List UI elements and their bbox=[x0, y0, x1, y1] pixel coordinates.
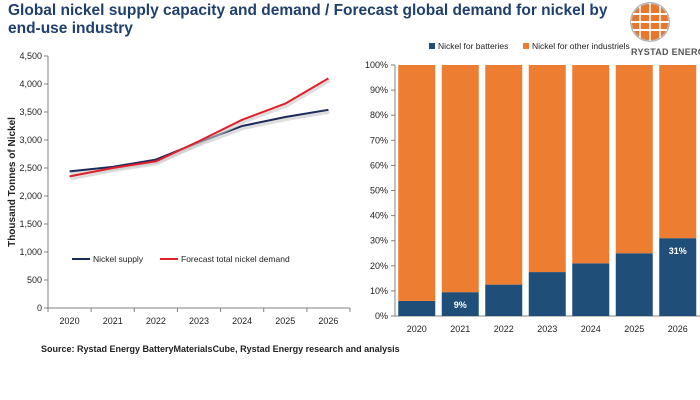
y-tick-label: 4,500 bbox=[19, 51, 42, 61]
x-tick-label: 2025 bbox=[624, 324, 644, 334]
y-tick-label: 500 bbox=[27, 275, 42, 285]
x-tick-label: 2026 bbox=[318, 316, 338, 326]
y-tick-label: 30% bbox=[370, 236, 388, 246]
line-chart: 0 500 1,000 1,500 2,000 2,500 3,000 3,500 4,000 4… bbox=[7, 51, 351, 326]
x-tick-label: 2025 bbox=[275, 316, 295, 326]
y-tick-label: 80% bbox=[370, 110, 388, 120]
y-tick-label: 4,000 bbox=[19, 79, 42, 89]
y-tick-label: 90% bbox=[370, 85, 388, 95]
y-tick-label: 20% bbox=[370, 261, 388, 271]
data-label: 31% bbox=[669, 246, 687, 256]
y-tick-label: 10% bbox=[370, 286, 388, 296]
bar-batteries-2023 bbox=[528, 272, 566, 316]
bar-batteries-2021 bbox=[441, 292, 479, 316]
bar-other-2025 bbox=[615, 65, 653, 254]
bar-other-2024 bbox=[572, 65, 610, 264]
y-tick-label: 1,500 bbox=[19, 219, 42, 229]
y-tick-label: 40% bbox=[370, 211, 388, 221]
source-note: Source: Rystad Energy BatteryMaterialsCu… bbox=[41, 344, 400, 354]
y-tick-label: 100% bbox=[365, 60, 388, 70]
y-axis-title: Thousand Tonnes of Nickel bbox=[7, 117, 18, 247]
x-tick-label: 2024 bbox=[581, 324, 601, 334]
legend-label: Nickel supply bbox=[93, 254, 144, 264]
y-tick-label: 50% bbox=[370, 186, 388, 196]
bar-other-2026 bbox=[659, 65, 697, 239]
bar-batteries-2024 bbox=[572, 263, 610, 316]
bar-batteries-2025 bbox=[615, 253, 653, 316]
series-shadow bbox=[70, 78, 331, 181]
x-tick-label: 2022 bbox=[494, 324, 514, 334]
legend-swatch bbox=[429, 43, 435, 49]
y-tick-label: 70% bbox=[370, 135, 388, 145]
y-tick-label: 60% bbox=[370, 160, 388, 170]
y-tick-label: 0 bbox=[37, 303, 42, 313]
x-tick-label: 2021 bbox=[450, 324, 470, 334]
x-tick-label: 2023 bbox=[189, 316, 209, 326]
logo-text: RYSTAD ENERGY bbox=[631, 47, 700, 57]
data-label: 9% bbox=[454, 300, 467, 310]
y-tick-label: 3,000 bbox=[19, 135, 42, 145]
stacked-bar-chart: 0% 10% 20% 30% 40% 50% 60% 70% 80% 90% 100% 2020 202… bbox=[365, 41, 700, 334]
legend-label: Forecast total nickel demand bbox=[181, 254, 290, 264]
rystad-logo-icon bbox=[630, 2, 670, 42]
legend-label: Nickel for other industriels bbox=[532, 41, 630, 51]
x-tick-label: 2026 bbox=[668, 324, 688, 334]
bar-other-2021 bbox=[441, 65, 479, 293]
y-tick-label: 3,500 bbox=[19, 107, 42, 117]
bar-other-2022 bbox=[485, 65, 523, 285]
x-tick-label: 2023 bbox=[537, 324, 557, 334]
bar-batteries-2020 bbox=[398, 300, 436, 316]
series-line-demand bbox=[69, 77, 329, 178]
bar-batteries-2022 bbox=[485, 284, 523, 316]
page-title: Global nickel supply capacity and demand… bbox=[8, 2, 608, 37]
bar-other-2020 bbox=[398, 65, 436, 301]
x-tick-label: 2020 bbox=[407, 324, 427, 334]
y-tick-label: 2,500 bbox=[19, 163, 42, 173]
y-tick-label: 0% bbox=[375, 311, 388, 321]
x-tick-label: 2020 bbox=[60, 316, 80, 326]
legend-label: Nickel for batteries bbox=[438, 41, 508, 51]
legend-swatch bbox=[523, 43, 529, 49]
y-tick-label: 1,000 bbox=[19, 247, 42, 257]
bar-batteries-2026 bbox=[659, 238, 697, 316]
x-tick-label: 2024 bbox=[232, 316, 252, 326]
bar-other-2023 bbox=[528, 65, 566, 273]
y-tick-label: 2,000 bbox=[19, 191, 42, 201]
x-tick-label: 2022 bbox=[146, 316, 166, 326]
x-tick-label: 2021 bbox=[103, 316, 123, 326]
